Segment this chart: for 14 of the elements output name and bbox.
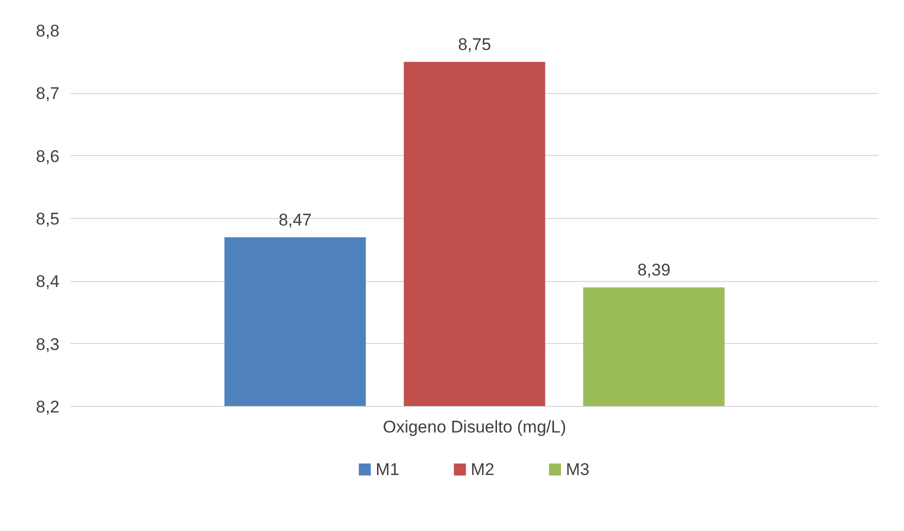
y-tick-label: 8,8 — [36, 22, 60, 40]
y-tick-label: 8,6 — [36, 146, 60, 166]
data-label: 8,75 — [458, 34, 492, 54]
data-label: 8,47 — [278, 210, 312, 230]
x-tick-label: Oxigeno Disuelto (mg/L) — [382, 418, 566, 436]
legend-label: M1 — [376, 460, 400, 479]
legend-label: M2 — [470, 460, 494, 479]
legend-label: M3 — [566, 460, 590, 479]
y-tick-label: 8,2 — [36, 398, 60, 416]
y-tick-label: 8,5 — [36, 210, 60, 228]
y-tick-label: 8,4 — [36, 272, 60, 292]
y-tick-label: 8,3 — [36, 334, 60, 354]
data-label: 8,39 — [637, 260, 670, 280]
y-tick-label: 8,7 — [36, 84, 60, 104]
